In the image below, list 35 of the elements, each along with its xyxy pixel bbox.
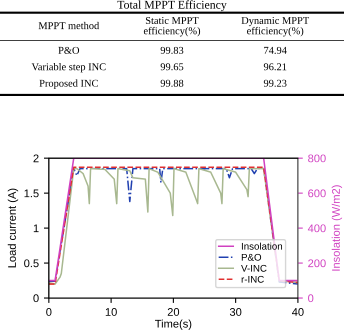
text: P&O — [58, 46, 80, 54]
text: 99.88 — [160, 80, 184, 87]
y2-tick-label: 0 — [308, 294, 314, 302]
legend-label: Insolation — [242, 242, 282, 250]
y-tick-label: 2 — [34, 154, 39, 162]
x-tick-label: 40 — [292, 308, 304, 316]
legend-label: r-INC — [242, 276, 264, 283]
x-tick-label: 10 — [106, 308, 117, 316]
y2-tick-label: 600 — [308, 189, 326, 198]
y2-tick-label: 800 — [308, 154, 326, 162]
text: Variable step INC — [32, 62, 106, 72]
y-axis-title: Load current (A) — [8, 188, 18, 268]
legend-label: P&O — [242, 254, 262, 261]
text: MPPT method — [38, 22, 100, 30]
text: Total MPPT Efficiency — [117, 0, 227, 12]
text: 99.83 — [160, 46, 184, 54]
text: 99.65 — [160, 63, 184, 70]
x-tick-label: 20 — [168, 308, 180, 316]
y-tick-label: 1 — [34, 224, 39, 232]
text: Dynamic MPPT efficiency(%) — [242, 16, 310, 36]
y2-tick-label: 400 — [308, 224, 326, 232]
text: 74.94 — [264, 46, 287, 54]
y-tick-label: 0.5 — [24, 259, 39, 268]
x-tick-label: 30 — [230, 308, 242, 316]
x-tick-label: 0 — [46, 308, 52, 316]
x-axis-title: Time(s) — [155, 320, 192, 330]
y-tick-label: 1.5 — [24, 190, 39, 198]
text: Static MPPT efficiency(%) — [144, 17, 200, 36]
y-tick-label: 0 — [33, 294, 39, 302]
y2-axis-title: Insolation (W/m2) — [332, 185, 342, 271]
y2-tick-label: 200 — [308, 259, 326, 268]
legend-label: V-INC — [241, 264, 267, 272]
text: 96.21 — [264, 63, 286, 70]
text: 99.23 — [264, 80, 287, 87]
text: Proposed INC — [39, 79, 98, 89]
